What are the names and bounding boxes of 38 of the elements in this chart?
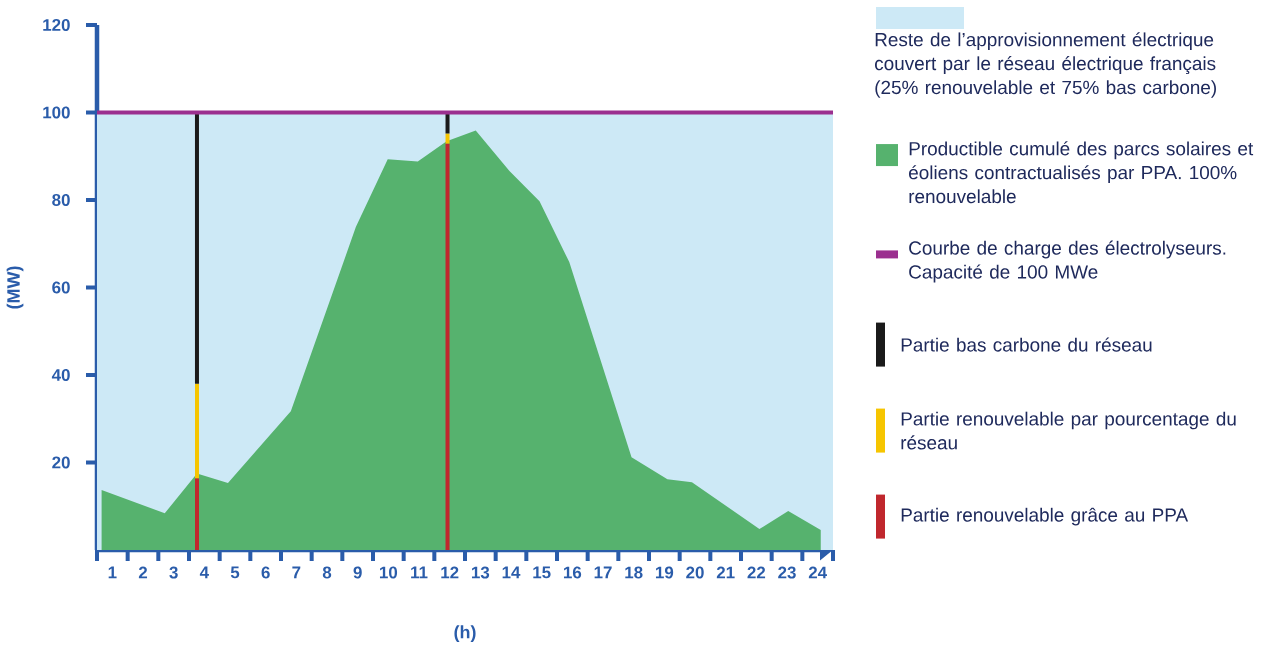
x-tick-label: 2 — [138, 566, 148, 579]
legend-label: Partie renouvelable grâce au PPA — [901, 507, 1189, 526]
x-tick-label: 8 — [322, 566, 332, 579]
legend-label: Partie renouvelable par pourcentage du réseau — [901, 411, 1236, 450]
y-tick-label: 40 — [51, 369, 70, 381]
y-tick-label: 60 — [52, 281, 70, 294]
y-tick-label: 100 — [43, 106, 70, 119]
x-tick-label: 14 — [502, 566, 521, 579]
x-tick-label: 9 — [353, 566, 362, 579]
legend-label: Partie bas carbone du réseau — [901, 337, 1152, 352]
x-tick-label: 4 — [199, 566, 209, 579]
x-tick-label: 20 — [686, 566, 704, 579]
y-tick-label: 20 — [52, 456, 70, 469]
x-tick-label: 17 — [594, 566, 612, 579]
x-tick-label: 18 — [625, 566, 643, 579]
legend-label: Courbe de charge des électrolyseurs. Capacité de 100 MWe — [909, 240, 1226, 283]
x-tick-label: 6 — [261, 566, 270, 579]
x-tick-label: 3 — [169, 566, 178, 579]
y-axis-title: (MW) — [6, 266, 24, 309]
x-tick-label: 16 — [563, 566, 582, 579]
x-tick-label: 12 — [441, 566, 459, 579]
y-tick-label: 120 — [43, 19, 70, 31]
y-tick-label: 80 — [52, 194, 70, 206]
legend-label: Productible cumulé des parcs solaires et éoliens contractualisés par PPA. 100% renouvelable — [909, 141, 1254, 204]
x-tick-label: 24 — [808, 566, 827, 579]
x-tick-label: 19 — [655, 566, 674, 579]
x-tick-label: 10 — [379, 566, 398, 579]
x-tick-label: 21 — [716, 566, 735, 579]
x-tick-label: 15 — [533, 566, 551, 579]
x-tick-label: 7 — [292, 566, 301, 579]
x-axis-title: (h) — [454, 625, 476, 643]
x-tick-label: 11 — [411, 566, 428, 579]
x-tick-label: 23 — [778, 566, 796, 579]
band-label: Reste de l’approvisionnement électrique couvert par le réseau électrique français (25% renouvelable et 75% bas carbone) — [875, 32, 1216, 98]
x-tick-label: 1 — [108, 566, 117, 579]
x-tick-label: 5 — [230, 566, 240, 579]
x-tick-label: 13 — [471, 566, 490, 579]
x-tick-label: 22 — [747, 566, 766, 579]
